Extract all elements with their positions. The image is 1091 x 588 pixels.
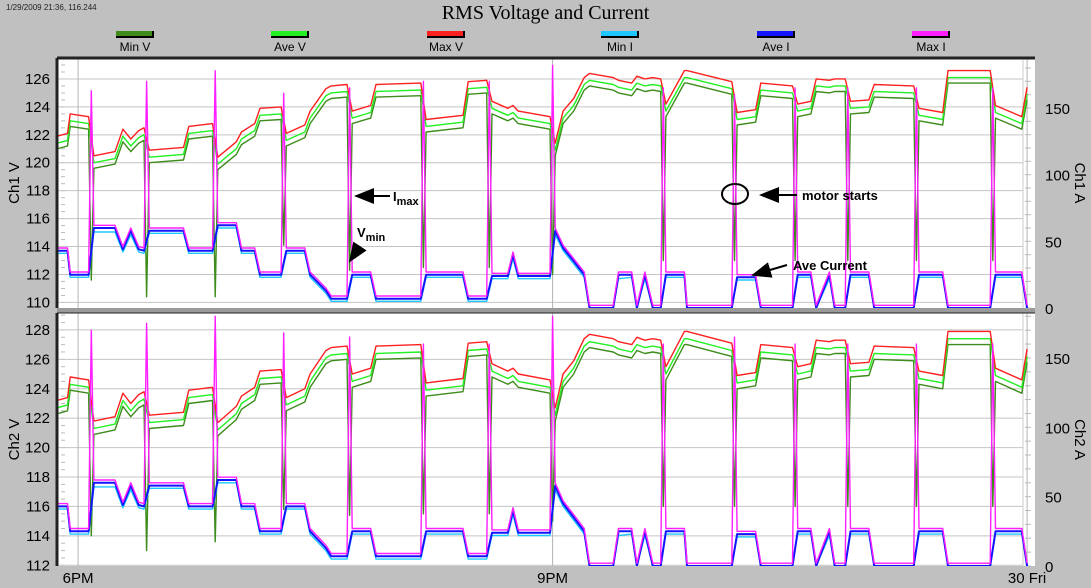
y-tick-label-right: 0 — [1045, 301, 1053, 318]
series-group — [57, 64, 1029, 308]
y-axis-title-right: Ch2 A — [1071, 419, 1088, 460]
legend-label: Max I — [916, 40, 946, 54]
y-tick-label-right: 50 — [1045, 490, 1062, 507]
legend-item-max-i: Max I — [891, 31, 971, 54]
y-axis-title-left: Ch1 V — [6, 162, 23, 204]
x-tick-label: 9PM — [537, 570, 568, 587]
x-tick-label: 6PM — [63, 570, 94, 587]
legend-swatch — [116, 31, 154, 38]
y-axis-title-left: Ch2 V — [6, 419, 23, 461]
y-tick-label-left: 122 — [25, 127, 50, 144]
legend-item-ave-i: Ave I — [736, 31, 816, 54]
legend-swatch — [757, 31, 795, 38]
series-line-max-v — [57, 69, 1028, 158]
legend-swatch — [601, 31, 639, 38]
vmin-label: Vmin — [357, 225, 386, 244]
y-tick-label-right: 50 — [1045, 234, 1062, 251]
plot-area — [57, 58, 1035, 308]
y-tick-label-left: 110 — [26, 294, 50, 311]
y-tick-label-left: 120 — [25, 440, 50, 457]
legend-swatch — [271, 31, 309, 38]
y-tick-label-left: 126 — [25, 71, 50, 88]
legend-item-min-v: Min V — [95, 31, 175, 54]
x-tick-label: 30 Fri — [1008, 570, 1046, 587]
series-line-ave-v — [57, 338, 1028, 431]
panel-1: 110 112 114 116 118 120 122 124 126 0 50 100 150 Ch1 … — [6, 56, 1088, 318]
y-tick-label-right: 0 — [1045, 559, 1053, 576]
motor-starts-label: motor starts — [802, 188, 878, 203]
legend-label: Ave V — [274, 40, 306, 54]
y-tick-label-left: 124 — [25, 99, 50, 116]
ave-current-arrow — [751, 262, 788, 278]
series-line-min-v — [57, 343, 1028, 552]
y-tick-label-left: 116 — [26, 498, 50, 515]
legend-swatch — [912, 31, 950, 38]
y-tick-label-left: 116 — [26, 211, 50, 228]
series-line-max-i — [57, 64, 1028, 306]
legend-label: Min I — [606, 40, 633, 54]
y-tick-label-left: 114 — [26, 528, 50, 545]
series-group — [57, 315, 1029, 566]
ave-current-label: Ave Current — [793, 258, 868, 273]
legend-item-ave-v: Ave V — [250, 31, 330, 54]
series-line-max-i — [57, 315, 1028, 564]
chart-title: RMS Voltage and Current — [441, 2, 650, 24]
y-tick-label-left: 128 — [25, 322, 50, 339]
y-tick-label-left: 112 — [26, 266, 50, 283]
legend-item-max-v: Max V — [406, 31, 486, 54]
annotations: Imax Vmin motor starts Ave Current — [348, 183, 878, 278]
y-tick-label-left: 118 — [26, 469, 50, 486]
legend-item-min-i: Min I — [580, 31, 660, 54]
legend-label: Min V — [119, 40, 151, 54]
series-line-ave-v — [57, 76, 1028, 165]
legend-label: Ave I — [762, 40, 790, 54]
y-tick-label-left: 122 — [25, 410, 50, 427]
y-tick-label-left: 112 — [26, 557, 50, 574]
legend-label: Max V — [428, 40, 463, 54]
series-line-max-v — [57, 330, 1028, 424]
y-axis-title-right: Ch1 A — [1071, 163, 1088, 204]
y-tick-label-right: 100 — [1045, 420, 1070, 437]
panel-2: 112 114 116 118 120 122 124 126 128 0 50 100 150 Ch2 … — [6, 312, 1088, 576]
vmin-arrow — [348, 241, 367, 263]
plot-area — [57, 313, 1035, 566]
y-tick-label-right: 150 — [1045, 351, 1070, 368]
panel-separator — [57, 308, 1035, 313]
y-tick-label-left: 126 — [25, 351, 50, 368]
legend-swatch — [427, 31, 465, 38]
y-tick-label-left: 118 — [26, 183, 50, 200]
timestamp-readout: 1/29/2009 21:36, 116.244 — [6, 3, 97, 12]
y-tick-label-left: 124 — [25, 381, 50, 398]
series-line-min-v — [57, 82, 1028, 298]
y-tick-label-right: 150 — [1045, 101, 1070, 118]
imax-label: Imax — [393, 189, 420, 208]
y-tick-label-right: 100 — [1045, 168, 1070, 185]
motor-start-circle — [721, 183, 749, 205]
y-tick-label-left: 114 — [26, 239, 50, 256]
y-tick-label-left: 120 — [25, 155, 50, 172]
